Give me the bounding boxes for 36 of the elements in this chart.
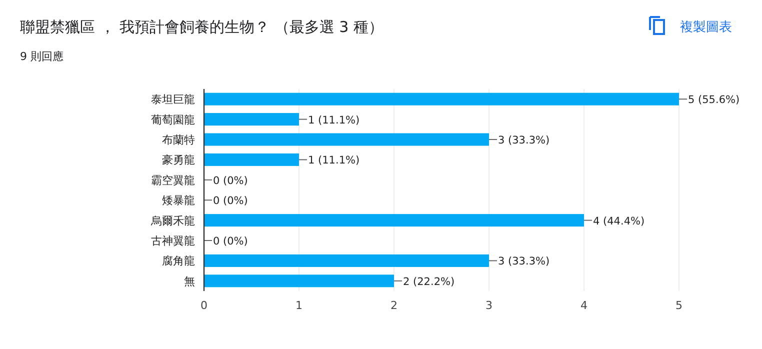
bar xyxy=(204,113,299,126)
x-tick-label: 1 xyxy=(296,299,302,312)
data-label: 4 (44.4%) xyxy=(593,215,645,228)
y-tick-label: 布蘭特 xyxy=(162,134,195,146)
y-tick-label: 古神翼龍 xyxy=(151,234,195,248)
x-tick-label: 2 xyxy=(390,299,398,312)
x-tick-label: 0 xyxy=(200,299,208,312)
y-tick-label: 泰坦巨龍 xyxy=(151,93,195,106)
y-tick-label: 烏爾禾龍 xyxy=(150,214,195,228)
x-tick-label: 4 xyxy=(580,299,588,312)
x-tick-label: 3 xyxy=(486,299,492,312)
data-label: 0 (0%) xyxy=(213,174,248,187)
text: 9 則回應 xyxy=(20,50,64,63)
data-label: 0 (0%) xyxy=(213,236,248,248)
data-label: 1 (11.1%) xyxy=(308,154,360,167)
data-label: 1 (11.1%) xyxy=(308,114,360,126)
y-tick-label: 葡萄園龍 xyxy=(151,113,195,126)
bar xyxy=(204,153,299,166)
x-tick-label: 5 xyxy=(676,299,682,312)
bar xyxy=(204,214,584,227)
data-label: 0 (0%) xyxy=(213,195,248,208)
bar xyxy=(204,274,394,288)
y-tick-label: 霸空翼龍 xyxy=(151,174,195,187)
data-label: 2 (22.2%) xyxy=(403,276,455,288)
chart-title: 聯盟禁獵區 ， 我預計會飼養的生物？ （最多選 3 種） xyxy=(20,18,384,36)
bar xyxy=(204,92,679,106)
data-label: 5 (55.6%) xyxy=(688,94,740,106)
data-label: 3 (33.3%) xyxy=(498,256,550,268)
y-tick-label: 無 xyxy=(184,274,195,288)
bar xyxy=(204,254,489,267)
y-tick-label: 矮暴龍 xyxy=(162,194,195,208)
text: 複製圖表 xyxy=(680,20,732,35)
y-tick-label: 腐角龍 xyxy=(162,254,195,268)
data-label: 3 (33.3%) xyxy=(498,134,550,146)
bar xyxy=(204,133,489,146)
y-tick-label: 豪勇龍 xyxy=(162,154,195,167)
